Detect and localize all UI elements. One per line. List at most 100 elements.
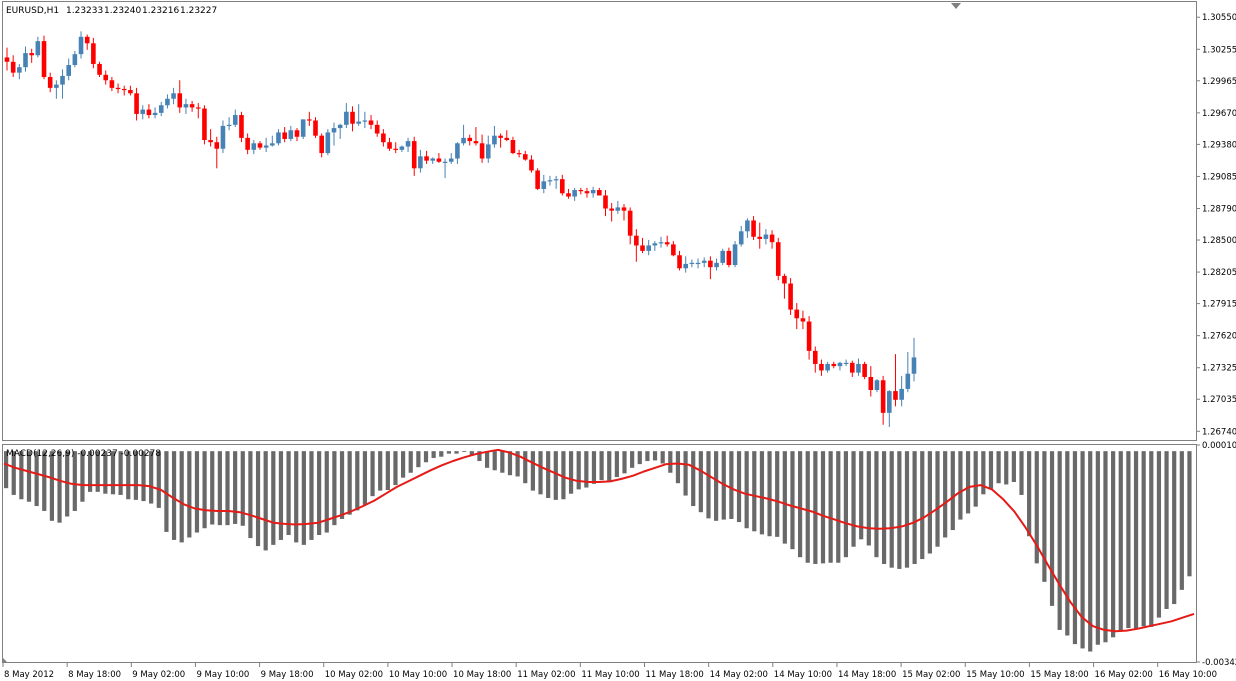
candle-body — [726, 250, 732, 266]
macd-bar — [1065, 451, 1070, 636]
candle-body — [849, 362, 855, 373]
macd-bar — [828, 451, 833, 563]
price-tick-label: 1.29380 — [1202, 140, 1236, 150]
candle — [671, 241, 676, 257]
candle-body — [103, 74, 109, 81]
candle-body — [91, 43, 96, 64]
candle-body — [368, 120, 374, 125]
candle-body — [473, 141, 479, 144]
candle — [584, 187, 590, 198]
candle-body — [214, 142, 220, 149]
shift-marker-icon[interactable] — [951, 3, 961, 9]
candle — [276, 129, 281, 146]
candle-body — [374, 124, 380, 134]
price-tick-label: 1.30550 — [1202, 13, 1236, 23]
time-tick-label: 14 May 18:00 — [838, 670, 896, 680]
candle-body — [880, 380, 886, 413]
macd-bar — [1103, 451, 1108, 643]
macd-bar — [1080, 451, 1085, 649]
macd-bar — [156, 451, 161, 508]
macd-bar — [57, 451, 62, 523]
time-tick-label: 15 May 18:00 — [1030, 670, 1088, 680]
candle — [615, 200, 621, 214]
macd-bar — [1019, 451, 1024, 495]
candle-body — [319, 135, 324, 154]
candle — [887, 390, 892, 427]
macd-bar — [500, 451, 505, 473]
candle-body — [411, 141, 417, 169]
price-pane[interactable] — [4, 31, 917, 427]
candle-body — [362, 120, 368, 122]
macd-bar — [233, 451, 238, 524]
macd-bar — [309, 451, 314, 540]
macd-bar — [1034, 451, 1039, 564]
macd-bar — [851, 451, 856, 547]
candle-body — [671, 244, 676, 256]
macd-bar — [591, 451, 597, 484]
candle-body — [455, 143, 460, 159]
candle-body — [893, 391, 898, 400]
macd-axis: 0.00010 -0.00342 — [1196, 441, 1236, 668]
candle-body — [220, 125, 226, 149]
candle — [683, 256, 688, 273]
macd-bar — [294, 451, 299, 543]
candle-body — [708, 260, 713, 268]
macd-bar — [1118, 451, 1123, 631]
macd-bar — [981, 451, 986, 495]
candle — [837, 361, 843, 371]
macd-bar — [790, 451, 795, 550]
macd-bar — [492, 451, 497, 471]
candle — [732, 241, 738, 268]
macd-bar — [1095, 451, 1100, 645]
macd-bar — [187, 451, 192, 538]
macd-bar — [42, 451, 47, 511]
macd-bar — [927, 451, 932, 554]
macd-bar — [317, 451, 322, 536]
candle-body — [461, 137, 466, 144]
candle-body — [195, 107, 201, 109]
candle-body — [516, 153, 522, 155]
candle — [54, 80, 59, 99]
candle — [769, 230, 775, 249]
candle — [775, 237, 781, 281]
candle — [115, 83, 121, 94]
candle-body — [152, 112, 158, 116]
candle-body — [621, 207, 627, 211]
candle — [319, 133, 324, 158]
candle-body — [158, 105, 164, 113]
macd-bar — [217, 451, 222, 526]
candle-body — [165, 98, 170, 106]
macd-bar — [920, 451, 925, 560]
macd-bar — [34, 451, 39, 507]
candle — [288, 125, 294, 142]
low-value: 1.23216 — [142, 6, 179, 16]
macd-bar — [973, 451, 978, 507]
candle-body — [387, 142, 392, 149]
candle — [344, 103, 349, 129]
macd-bar — [171, 451, 177, 540]
candle — [177, 80, 183, 113]
price-tick-label: 1.27325 — [1202, 364, 1236, 374]
candle-body — [899, 388, 904, 400]
macd-bar — [339, 451, 345, 519]
macd-bar — [332, 451, 337, 526]
candle-body — [17, 67, 22, 73]
candle — [541, 174, 547, 194]
candle-body — [424, 156, 429, 161]
macd-bar — [477, 451, 482, 462]
candle — [782, 273, 787, 299]
candle — [307, 111, 312, 126]
macd-bar — [874, 451, 879, 558]
candle — [436, 153, 442, 163]
candle — [868, 366, 874, 397]
candle — [60, 69, 65, 99]
macd-bar — [141, 451, 146, 502]
price-tick-label: 1.30255 — [1202, 45, 1236, 55]
candle — [603, 190, 608, 217]
candle — [430, 157, 436, 164]
time-tick-label: 8 May 18:00 — [68, 670, 121, 680]
macd-pane[interactable] — [3, 448, 1195, 652]
macd-bar — [26, 451, 32, 502]
macd-bar — [958, 451, 963, 520]
